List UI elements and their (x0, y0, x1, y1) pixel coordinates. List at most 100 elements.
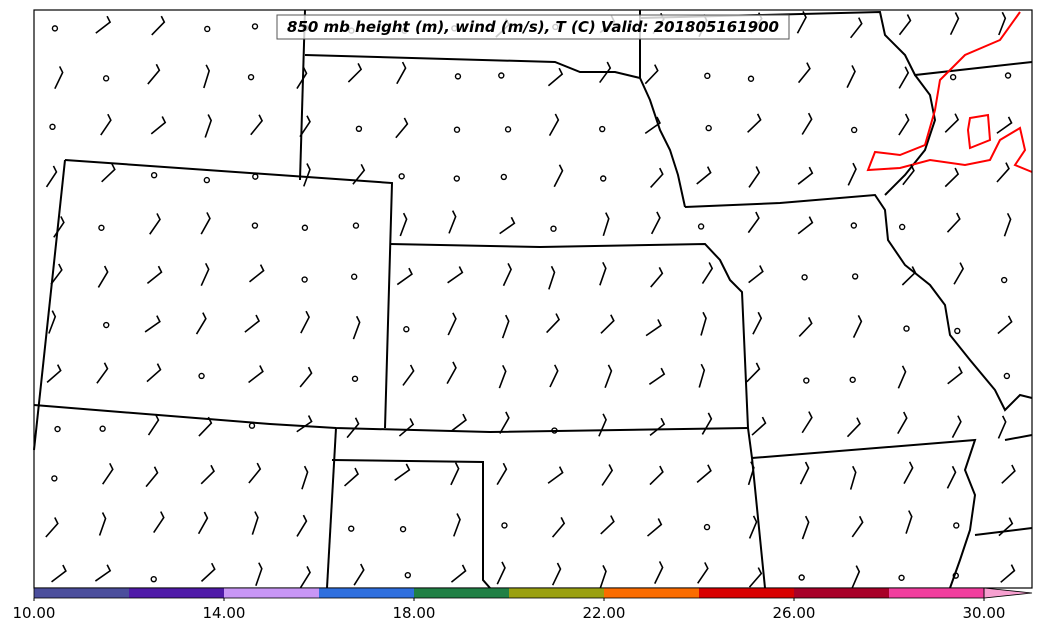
wind-barb (548, 265, 556, 290)
wind-barb (447, 312, 457, 336)
calm-marker (301, 224, 309, 231)
wind-barb (998, 11, 1007, 36)
wind-barb (700, 311, 707, 336)
calm-marker (501, 522, 508, 529)
wind-barb (498, 364, 507, 389)
calm-marker (898, 574, 905, 581)
wind-barb (801, 112, 813, 135)
wind-barb (798, 317, 813, 337)
wind-barb (701, 412, 713, 435)
wind-barb (748, 166, 761, 188)
calm-marker (498, 72, 505, 79)
wind-barb (347, 63, 363, 83)
calm-marker (453, 175, 460, 182)
wind-barb (251, 511, 259, 535)
calm-marker (103, 321, 110, 329)
wind-barb (905, 510, 913, 534)
wind-barb (547, 67, 564, 87)
wind-barb (200, 212, 211, 235)
border (326, 427, 337, 589)
wind-barb (151, 15, 166, 36)
calm-marker (697, 223, 705, 230)
calm-marker (351, 375, 359, 382)
calm-marker (600, 175, 607, 182)
calm-marker (500, 173, 508, 181)
wind-barb (98, 512, 107, 536)
wind-barb (299, 566, 311, 589)
calm-marker (850, 126, 858, 134)
wind-barb (644, 64, 659, 85)
wind-barb (102, 462, 114, 485)
calm-marker (550, 225, 557, 232)
colorbar-segment (224, 588, 320, 598)
temperature-contour (866, 11, 1033, 173)
wind-barb (396, 61, 407, 85)
wind-barb (146, 265, 163, 285)
wind-barb (600, 314, 615, 334)
wind-barb (54, 66, 64, 90)
wind-barb (602, 212, 610, 237)
wind-barb (94, 564, 112, 582)
calm-marker (54, 425, 61, 433)
calm-marker (849, 376, 856, 383)
calm-marker (350, 273, 358, 280)
wind-barb (851, 515, 864, 538)
border (884, 74, 937, 196)
wind-barb (852, 315, 863, 338)
wind-barb (901, 266, 917, 286)
wind-barb (701, 262, 714, 285)
wind-barb (747, 461, 755, 486)
colorbar-label: 22.00 (583, 604, 626, 622)
wind-barb (48, 310, 57, 334)
wind-barb (747, 211, 760, 234)
wind-barb (851, 565, 861, 589)
wind-barb (394, 463, 411, 481)
wind-barb (650, 266, 664, 288)
calm-marker (198, 372, 205, 380)
calm-marker (704, 72, 711, 80)
wind-barb (600, 515, 615, 535)
colorbar-segment (129, 588, 225, 598)
wind-barb (197, 511, 209, 535)
calm-marker (705, 124, 712, 132)
wind-barb (944, 113, 960, 133)
calm-marker (348, 525, 355, 532)
calm-marker (150, 575, 157, 583)
colorbar-outline (33, 587, 985, 599)
wind-barb (897, 411, 908, 435)
calm-marker (599, 125, 606, 133)
wind-barb (147, 63, 161, 85)
wind-barb (546, 313, 561, 334)
wind-barb (1000, 564, 1016, 583)
wind-barb (499, 216, 516, 235)
wind-barb (248, 462, 262, 484)
wind-barb (448, 210, 457, 234)
wind-barb (145, 466, 159, 488)
wind-barb (299, 115, 311, 138)
wind-barb (996, 116, 1013, 134)
wind-barb (200, 262, 210, 287)
wind-barb (149, 213, 161, 235)
calm-marker (51, 25, 59, 32)
calm-marker (404, 571, 411, 579)
wind-barb (446, 361, 457, 384)
wind-barb (846, 65, 856, 88)
wind-barb (144, 315, 161, 333)
wind-barb (396, 267, 413, 286)
wind-barb (601, 464, 614, 486)
wind-barb (599, 261, 607, 286)
calm-marker (551, 427, 558, 434)
wind-barb (644, 116, 661, 135)
wind-barb (548, 113, 560, 137)
wind-barb (352, 163, 366, 185)
calm-marker (798, 574, 805, 581)
wind-barb (797, 62, 811, 84)
wind-barb (648, 367, 666, 386)
wind-barb (944, 167, 960, 188)
wind-barb (53, 216, 65, 238)
wind-barb (748, 515, 758, 539)
calm-marker (1004, 72, 1012, 79)
wind-barb (96, 362, 109, 384)
wind-barb (998, 517, 1014, 537)
